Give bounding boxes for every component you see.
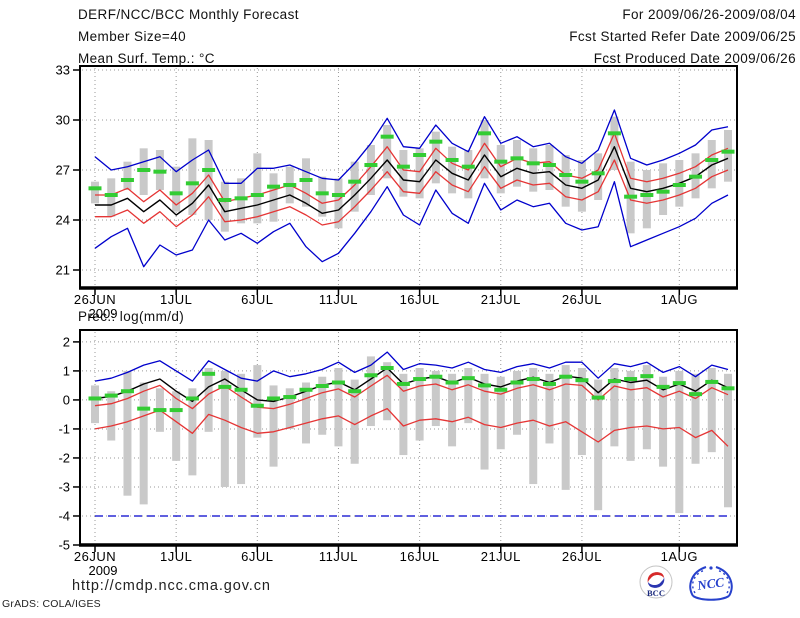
ncc-logo-left-branch <box>689 566 707 597</box>
year-label: 2009 <box>89 306 118 321</box>
bcc-logo-red-swirl <box>647 572 664 583</box>
member-spread-bars <box>91 356 732 514</box>
refer-date-label: Fcst Started Refer Date 2009/06/25 <box>569 29 796 44</box>
y-tick-label: -1 <box>58 421 70 436</box>
ensemble-plus-spread-line <box>94 374 729 410</box>
x-tick-label: 16JUL <box>400 292 440 307</box>
x-tick-label: 6JUL <box>241 549 273 564</box>
x-tick-label: 11JUL <box>319 549 358 564</box>
x-tick-label: 16JUL <box>400 549 440 564</box>
y-tick-label: 33 <box>56 63 70 78</box>
prec-chart-title: Prec.: log(mm/d) <box>78 309 185 324</box>
x-tick-label: 26JUN <box>74 549 116 564</box>
ensemble-max-line <box>94 351 729 382</box>
bcc-logo: BCC <box>639 565 673 599</box>
climatology-dashes <box>88 131 735 202</box>
y-tick-label: 24 <box>56 213 70 228</box>
member-spread-bars <box>91 116 732 234</box>
member-size-label: Member Size=40 <box>78 29 187 44</box>
y-tick-label: -4 <box>58 508 70 523</box>
x-tick-label: 21JUL <box>481 292 521 307</box>
x-tick-label: 21JUL <box>481 549 521 564</box>
bcc-logo-blue-swirl <box>648 577 665 588</box>
ncc-logo-bottom-branch <box>692 595 730 601</box>
x-tick-label: 6JUL <box>241 292 273 307</box>
ncc-logo: NCC <box>689 566 733 601</box>
source-url: http://cmdp.ncc.cma.gov.cn <box>72 578 271 594</box>
forecast-range-label: For 2009/06/26-2009/08/04 <box>622 7 796 22</box>
ensemble-minus-spread-line <box>94 407 729 447</box>
x-tick-label: 26JUL <box>562 549 602 564</box>
page-title: DERF/NCC/BCC Monthly Forecast <box>78 7 299 22</box>
y-tick-label: -5 <box>58 538 70 553</box>
y-tick-label: 21 <box>56 263 70 278</box>
y-tick-label: 2 <box>63 334 70 349</box>
temp-chart-title: Mean Surf. Temp.: °C <box>78 51 215 66</box>
y-tick-label: 30 <box>56 113 70 128</box>
climatology-dashes <box>88 366 735 413</box>
y-tick-label: -3 <box>58 479 70 494</box>
x-tick-label: 1AUG <box>661 292 698 307</box>
x-tick-label: 11JUL <box>319 292 358 307</box>
y-tick-label: -2 <box>58 450 70 465</box>
year-label: 2009 <box>89 563 118 578</box>
ncc-logo-right-branch <box>715 566 733 597</box>
ensemble-mean-line <box>95 145 729 216</box>
ensemble-min-line <box>94 181 729 268</box>
y-tick-label: 27 <box>56 163 70 178</box>
bcc-logo-ring <box>639 565 673 599</box>
x-tick-label: 1JUL <box>160 549 192 564</box>
ncc-logo-left-leaves <box>692 569 706 594</box>
ncc-logo-top-dot <box>709 566 713 570</box>
x-tick-label: 26JUL <box>562 292 602 307</box>
x-tick-label: 26JUN <box>74 292 116 307</box>
bcc-logo-label: BCC <box>647 588 665 598</box>
ensemble-mean-line <box>94 367 729 403</box>
ensemble-max-line <box>94 109 729 184</box>
y-tick-label: 0 <box>63 392 70 407</box>
ncc-logo-right-leaves <box>716 569 730 594</box>
ensemble-plus-spread-line <box>95 132 729 206</box>
x-tick-label: 1JUL <box>160 292 192 307</box>
grads-credit: GrADS: COLA/IGES <box>2 598 101 610</box>
x-tick-label: 1AUG <box>661 549 698 564</box>
ensemble-minus-spread-line <box>95 159 729 228</box>
produced-date-label: Fcst Produced Date 2009/06/26 <box>593 51 796 66</box>
y-tick-label: 1 <box>63 363 70 378</box>
ncc-logo-label: NCC <box>695 574 725 593</box>
